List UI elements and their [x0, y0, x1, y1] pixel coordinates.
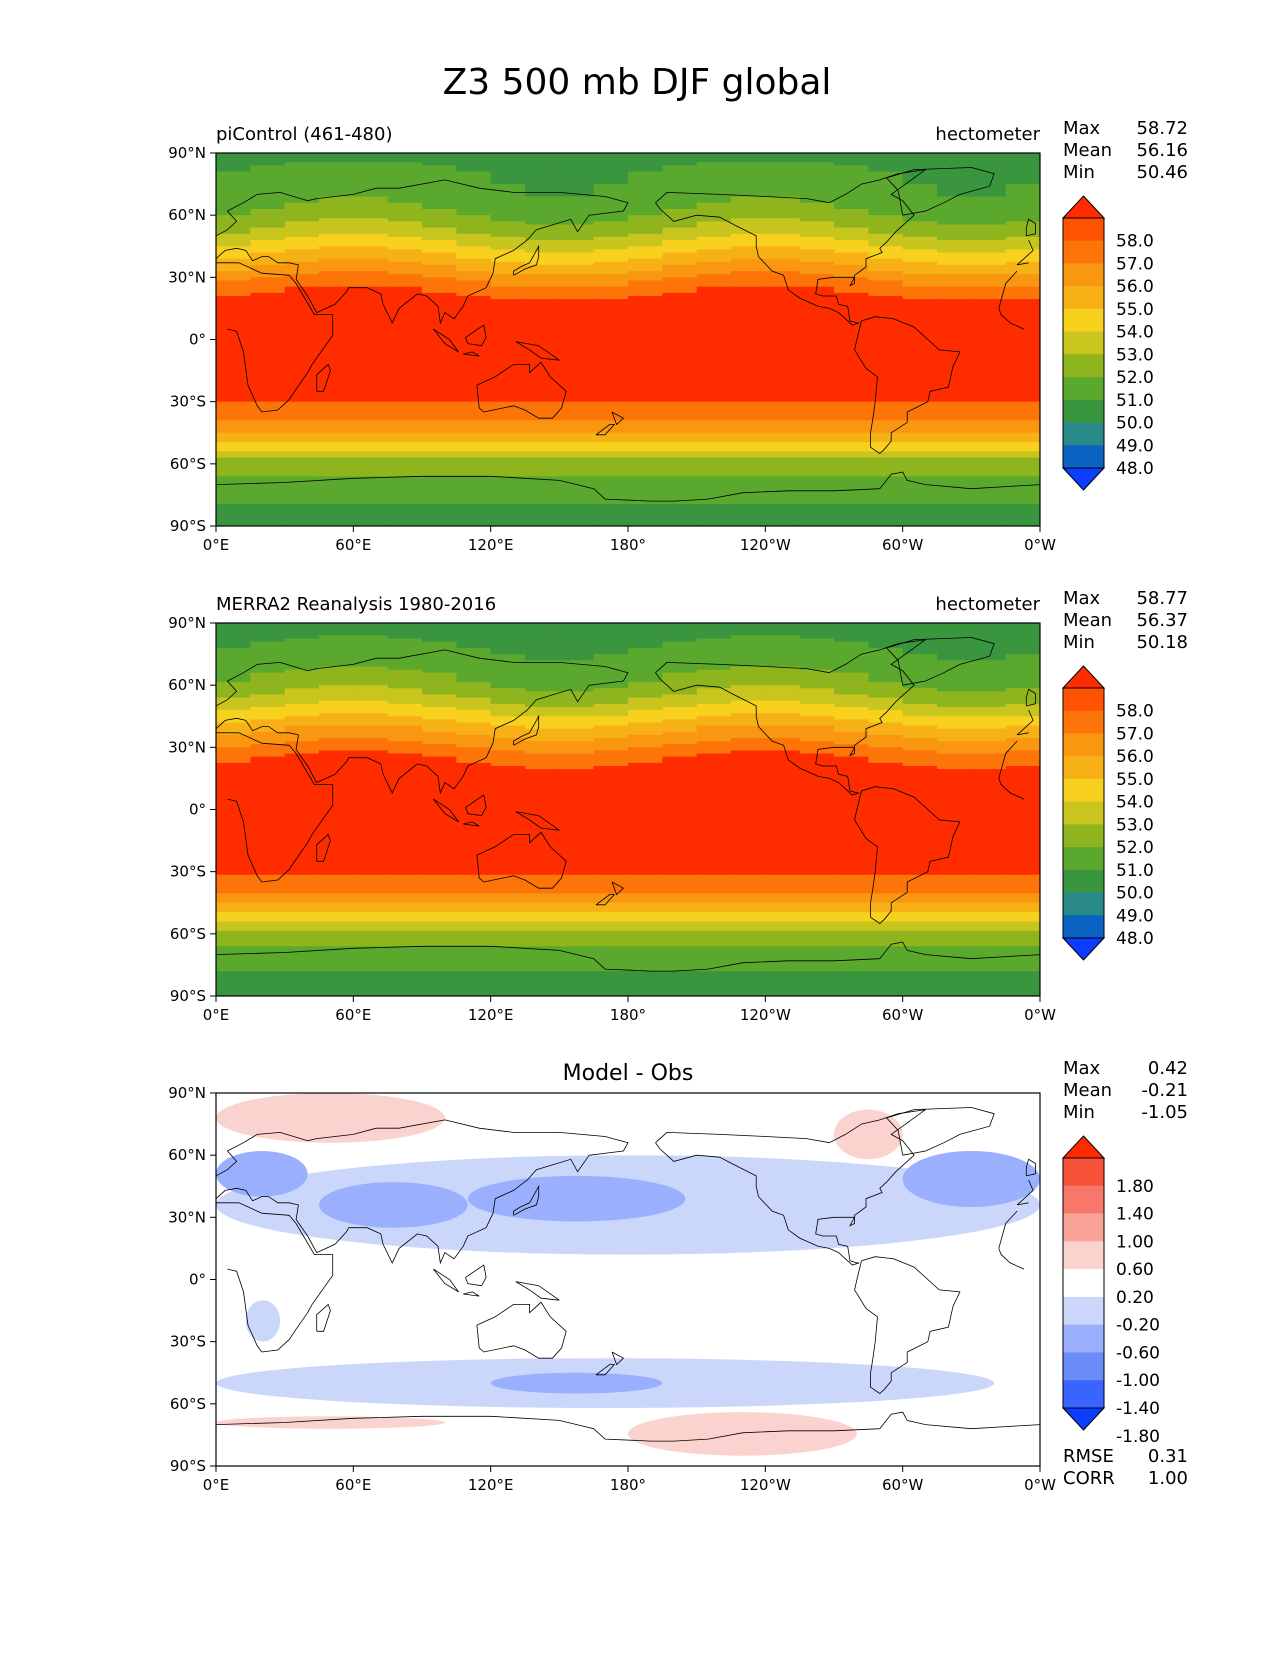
stat-label-min: Min	[1063, 632, 1095, 653]
y-tick-label: 60°S	[170, 455, 206, 473]
x-tick-label: 60°W	[882, 536, 924, 554]
y-tick-label: 90°N	[168, 144, 206, 162]
colorbar-bin	[1063, 286, 1104, 309]
stat-value-max: 58.72	[1136, 118, 1188, 139]
panel-picontrol: piControl (461-480) hectometer Max 58.72…	[168, 118, 1188, 554]
colorbar-bin	[1063, 423, 1104, 446]
colorbar-tick-label: 54.0	[1116, 323, 1154, 343]
stats-block: Max 58.77 Mean 56.37 Min 50.18	[1063, 588, 1188, 653]
colorbar-tick-label: 53.0	[1116, 345, 1154, 365]
colorbar-bin	[1063, 445, 1104, 468]
colorbar-tick-label: 58.0	[1116, 232, 1154, 252]
colorbar-tick-label: 51.0	[1116, 391, 1154, 411]
y-tick-label: 30°N	[168, 268, 206, 286]
x-tick-label: 60°E	[335, 536, 371, 554]
map-plot-area	[216, 153, 1041, 527]
stat-label-max: Max	[1063, 588, 1101, 609]
stat-label-max: Max	[1063, 118, 1101, 139]
stat-label-mean: Mean	[1063, 140, 1112, 161]
colorbar-bin	[1063, 218, 1104, 241]
colorbar-tick-label: 49.0	[1116, 436, 1154, 456]
colorbar-bin	[1063, 377, 1104, 400]
colorbar-extend-min	[1063, 468, 1104, 490]
colorbar-tick-label: 50.0	[1116, 414, 1154, 434]
x-tick-label: 120°W	[740, 536, 791, 554]
colorbar-tick-label: 55.0	[1116, 300, 1154, 320]
stats-block: Max 58.72 Mean 56.16 Min 50.46	[1063, 118, 1188, 183]
colorbar-bin	[1063, 241, 1104, 264]
y-tick-label: 30°S	[170, 393, 206, 411]
colorbar-extend-max	[1063, 196, 1104, 218]
panel-title-left: MERRA2 Reanalysis 1980-2016	[216, 594, 496, 615]
x-tick-label: 180°	[610, 536, 646, 554]
stat-value-max: 58.77	[1136, 588, 1188, 609]
panel-title-left: piControl (461-480)	[216, 124, 392, 145]
y-tick-label: 0°	[189, 331, 206, 349]
stat-value-min: 50.18	[1136, 632, 1188, 653]
colorbar-bin	[1063, 400, 1104, 423]
colorbar-tick-label: 56.0	[1116, 277, 1154, 297]
stat-value-min: 50.46	[1136, 162, 1188, 183]
colorbar-bin	[1063, 263, 1104, 286]
panel-merra2: MERRA2 Reanalysis 1980-2016 hectometer M…	[168, 588, 1188, 1024]
stat-label-mean: Mean	[1063, 610, 1112, 631]
colorbar-tick-label: 57.0	[1116, 255, 1154, 275]
y-tick-label: 60°N	[168, 206, 206, 224]
colorbar: 58.0 57.056.0 55.0 54.053.0 52.0 51.0 50.049.0…	[1063, 196, 1154, 490]
colorbar-bin	[1063, 354, 1104, 377]
x-tick-label: 0°W	[1024, 536, 1056, 554]
figure-title: Z3 500 mb DJF global	[443, 62, 832, 103]
stat-value-mean: 56.16	[1136, 140, 1188, 161]
panel-units: hectometer	[935, 594, 1040, 615]
x-tick-label: 120°E	[468, 536, 514, 554]
colorbar-tick-label: 52.0	[1116, 368, 1154, 388]
colorbar-bin	[1063, 309, 1104, 332]
colorbar-bin	[1063, 332, 1104, 355]
panel-units: hectometer	[935, 124, 1040, 145]
map-plot-area	[216, 623, 1041, 997]
colorbar-tick-label: 48.0	[1116, 459, 1154, 479]
stat-value-mean: 56.37	[1136, 610, 1188, 631]
stat-label-min: Min	[1063, 162, 1095, 183]
x-tick-label: 0°E	[203, 536, 230, 554]
y-tick-label: 90°S	[170, 517, 206, 535]
